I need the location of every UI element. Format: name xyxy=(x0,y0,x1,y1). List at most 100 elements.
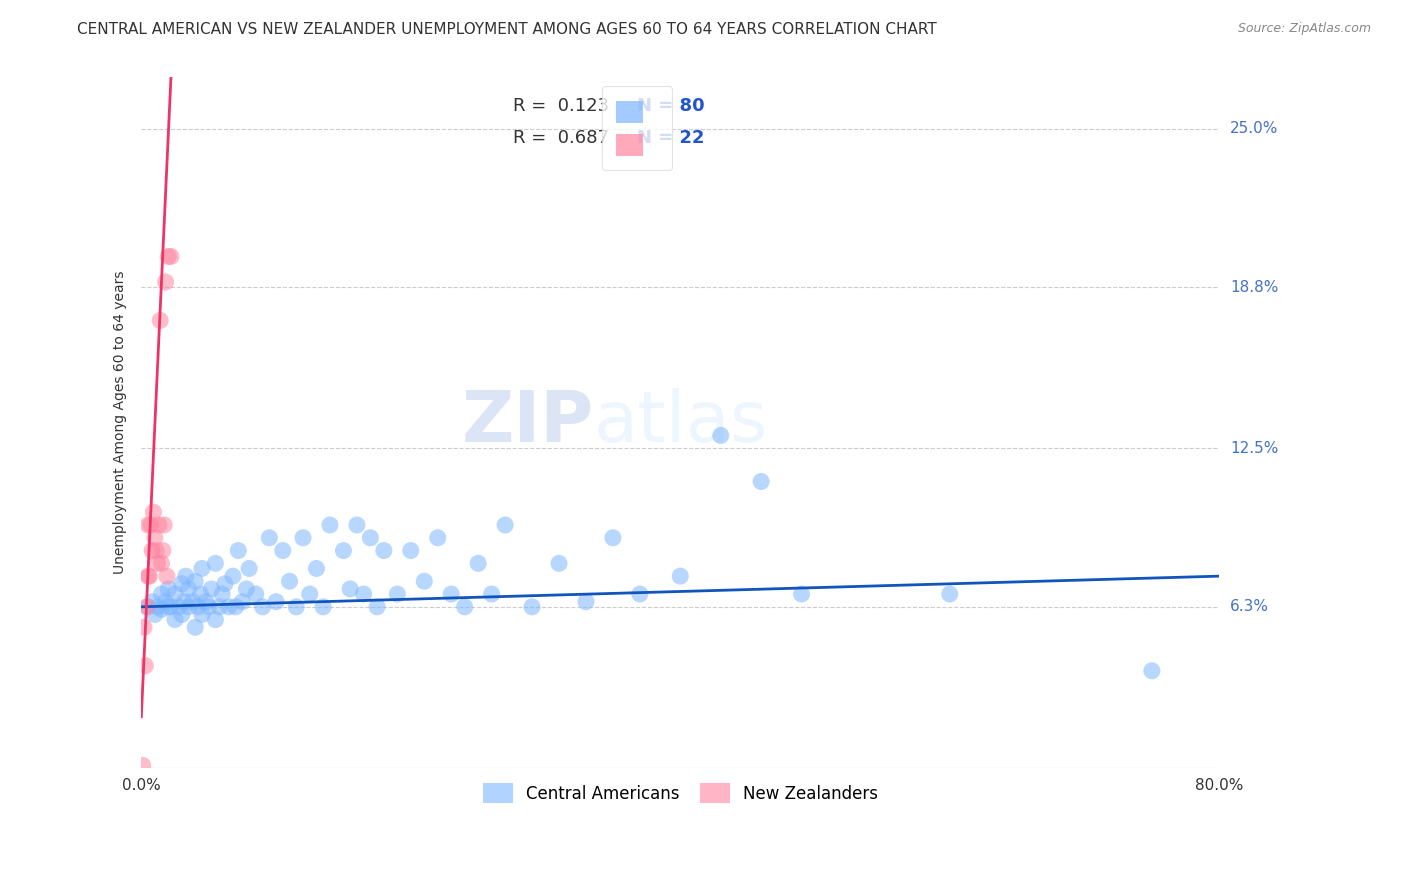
Point xyxy=(150,557,173,571)
Text: 12.5%: 12.5% xyxy=(1230,441,1278,456)
Text: Source: ZipAtlas.com: Source: ZipAtlas.com xyxy=(1237,22,1371,36)
Point xyxy=(235,582,257,596)
Point xyxy=(134,658,156,673)
Point xyxy=(200,582,222,596)
Point xyxy=(271,543,294,558)
Point xyxy=(285,599,308,614)
Point xyxy=(204,557,226,571)
Point xyxy=(177,599,200,614)
Point xyxy=(387,587,409,601)
Point xyxy=(399,543,422,558)
Point xyxy=(163,587,186,601)
Point xyxy=(228,543,250,558)
Point xyxy=(187,599,209,614)
Point xyxy=(184,620,207,634)
Text: 25.0%: 25.0% xyxy=(1230,121,1278,136)
Point xyxy=(167,599,190,614)
Point xyxy=(669,569,692,583)
Point xyxy=(170,576,193,591)
Point xyxy=(152,543,174,558)
Point xyxy=(245,587,267,601)
Point xyxy=(145,543,167,558)
Point xyxy=(211,587,233,601)
Point xyxy=(146,557,169,571)
Point xyxy=(148,518,170,533)
Point xyxy=(218,599,240,614)
Point xyxy=(278,574,301,589)
Point xyxy=(749,475,772,489)
Point xyxy=(298,587,321,601)
Point xyxy=(131,758,153,772)
Point xyxy=(142,505,165,519)
Point xyxy=(264,595,287,609)
Point xyxy=(366,599,388,614)
Point xyxy=(163,613,186,627)
Point xyxy=(170,607,193,622)
Point xyxy=(160,250,183,264)
Text: R =  0.123: R = 0.123 xyxy=(513,97,609,115)
Point xyxy=(150,587,173,601)
Point xyxy=(225,599,247,614)
Text: atlas: atlas xyxy=(595,388,769,458)
Text: 18.8%: 18.8% xyxy=(1230,280,1278,294)
Point xyxy=(143,531,166,545)
Point xyxy=(136,518,159,533)
Point xyxy=(155,275,177,289)
Point xyxy=(252,599,274,614)
Point xyxy=(353,587,375,601)
Text: R =  0.687: R = 0.687 xyxy=(513,129,609,147)
Point xyxy=(238,561,260,575)
Point xyxy=(149,313,172,327)
Text: 6.3%: 6.3% xyxy=(1230,599,1270,615)
Point xyxy=(132,620,155,634)
Point xyxy=(204,613,226,627)
Point xyxy=(359,531,381,545)
Point xyxy=(150,602,173,616)
Point xyxy=(467,557,489,571)
Point xyxy=(305,561,328,575)
Point xyxy=(155,595,177,609)
Point xyxy=(346,518,368,533)
Point xyxy=(138,569,160,583)
Point xyxy=(160,599,183,614)
Point xyxy=(143,607,166,622)
Point xyxy=(332,543,354,558)
Point xyxy=(214,576,236,591)
Point xyxy=(190,587,212,601)
Point xyxy=(135,599,157,614)
Point xyxy=(312,599,335,614)
Text: N = 80: N = 80 xyxy=(637,97,704,115)
Point xyxy=(548,557,571,571)
Point xyxy=(231,595,253,609)
Point xyxy=(157,250,180,264)
Point xyxy=(174,569,197,583)
Point xyxy=(1140,664,1163,678)
Point xyxy=(146,599,169,614)
Point xyxy=(184,574,207,589)
Point xyxy=(373,543,395,558)
Point xyxy=(520,599,543,614)
Point xyxy=(153,518,176,533)
Y-axis label: Unemployment Among Ages 60 to 64 years: Unemployment Among Ages 60 to 64 years xyxy=(114,271,128,574)
Point xyxy=(481,587,503,601)
Text: ZIP: ZIP xyxy=(461,388,595,458)
Point xyxy=(440,587,463,601)
Point xyxy=(710,428,733,442)
Point xyxy=(339,582,361,596)
Point xyxy=(181,595,204,609)
Point xyxy=(259,531,281,545)
Point xyxy=(413,574,436,589)
Point xyxy=(136,569,159,583)
Point xyxy=(426,531,449,545)
Point xyxy=(177,582,200,596)
Point xyxy=(141,543,163,558)
Point xyxy=(139,518,162,533)
Point xyxy=(156,569,179,583)
Point xyxy=(208,599,231,614)
Point xyxy=(195,595,218,609)
Point xyxy=(494,518,516,533)
Text: N = 22: N = 22 xyxy=(637,129,704,147)
Point xyxy=(222,569,245,583)
Point xyxy=(454,599,477,614)
Point xyxy=(157,582,180,596)
